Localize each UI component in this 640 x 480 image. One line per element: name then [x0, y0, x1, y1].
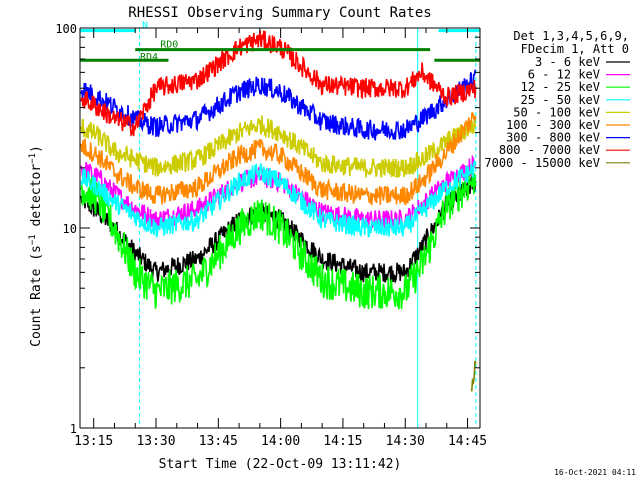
flag-label-2: RD4: [140, 52, 158, 63]
legend-detector-line-1: Det 1,3,4,5,6,9,: [513, 29, 629, 43]
legend-label-0: 3 - 6 keV: [535, 55, 600, 69]
legend-label-2: 12 - 25 keV: [521, 80, 600, 94]
plot-area: [79, 28, 477, 428]
chart-title: RHESSI Observing Summary Count Rates: [128, 5, 431, 21]
legend-label-5: 100 - 300 keV: [506, 118, 600, 132]
generation-timestamp: 16-Oct-2021 04:11: [554, 468, 636, 477]
series-line-3: [80, 158, 476, 238]
axes: 1 10 100 13:15 13:30 13:45 14:00 14:15 14:30 14:4…: [55, 22, 487, 449]
x-axis-label: Start Time (22-Oct-09 13:11:42): [159, 457, 402, 472]
legend-label-3: 25 - 50 keV: [521, 93, 600, 107]
x-tick-label-5: 14:30: [386, 434, 425, 449]
legend-label-8: 7000 - 15000 keV: [484, 156, 600, 170]
legend-label-6: 300 - 800 keV: [506, 131, 600, 145]
x-tick-label-4: 14:15: [323, 434, 362, 449]
flag-label-1: RD0: [160, 40, 178, 51]
series-line-4: [80, 115, 477, 178]
y-axis-label: Count Rate (s−1 detector−1): [28, 145, 44, 347]
series-line-2: [80, 167, 477, 310]
series-line-8: [470, 360, 477, 392]
x-tick-label-0: 13:15: [74, 434, 113, 449]
x-tick-label-3: 14:00: [261, 434, 300, 449]
legend-label-7: 800 - 7000 keV: [499, 143, 600, 157]
legend-label-1: 6 - 12 keV: [528, 68, 600, 82]
series-line-5: [80, 112, 477, 206]
series-line-1: [80, 154, 477, 230]
x-tick-label-2: 13:45: [199, 434, 238, 449]
x-tick-label-1: 13:30: [136, 434, 175, 449]
series-line-6: [80, 69, 477, 142]
flag-label-0: N: [142, 21, 148, 32]
legend: Det 1,3,4,5,6,9, FDecim 1, Att 0 3 - 6 k…: [484, 29, 630, 170]
legend-detector-line-2: FDecim 1, Att 0: [521, 42, 629, 56]
x-tick-label-6: 14:45: [448, 434, 487, 449]
series-line-7: [80, 30, 477, 137]
y-tick-label-0: 1: [70, 422, 77, 436]
y-tick-label-2: 100: [55, 22, 77, 36]
y-tick-label-1: 10: [63, 222, 77, 236]
legend-label-4: 50 - 100 keV: [513, 105, 600, 119]
